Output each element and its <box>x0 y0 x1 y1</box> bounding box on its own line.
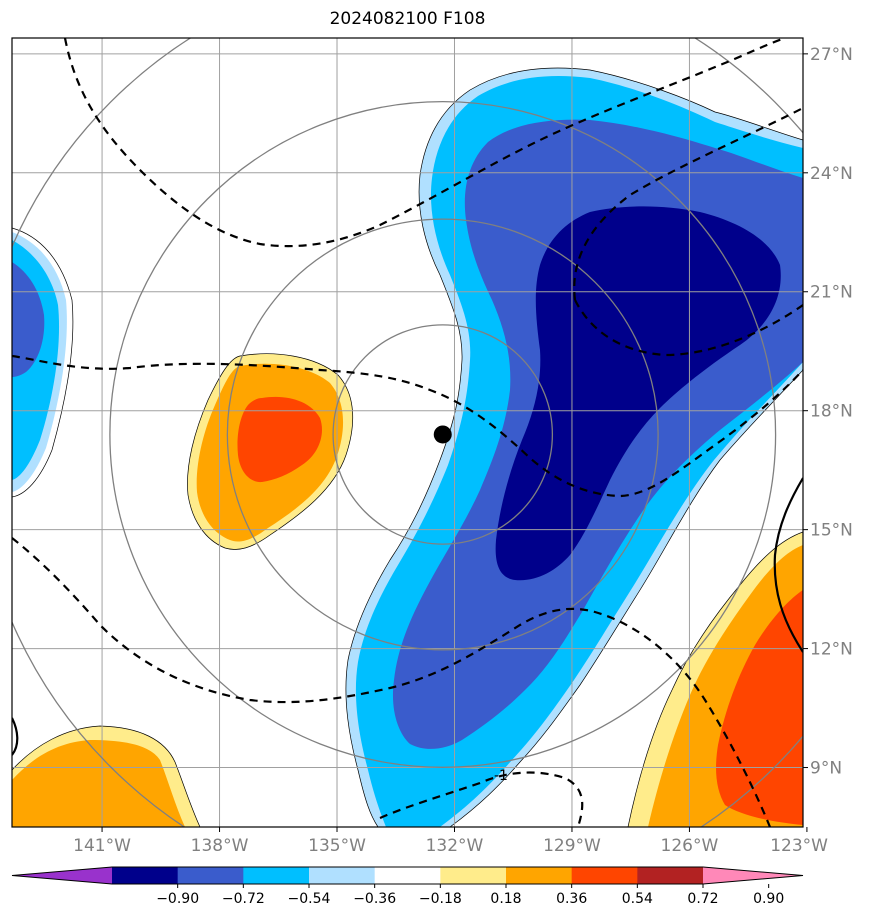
colorbar-segment <box>112 867 179 884</box>
lat-tick-label: 15°N <box>810 521 853 541</box>
lat-tick-label: 18°N <box>810 402 853 422</box>
lon-tick-label: 141°W <box>73 836 131 856</box>
colorbar-tick-label: −0.54 <box>288 891 331 907</box>
lon-tick-label: 129°W <box>543 836 601 856</box>
colorbar-tick-label: 0.72 <box>687 891 718 907</box>
lat-tick-label: 12°N <box>810 640 853 660</box>
lon-tick-label: 135°W <box>308 836 366 856</box>
colorbar-tick-label: −0.18 <box>419 891 462 907</box>
colorbar-segment <box>374 867 441 884</box>
lon-tick-label: 126°W <box>661 836 719 856</box>
colorbar-tick-label: 0.18 <box>490 891 521 907</box>
lat-tick-label: 27°N <box>810 45 853 65</box>
lat-tick-label: 9°N <box>810 759 842 779</box>
solid-contours <box>12 477 803 756</box>
lat-tick-label: 24°N <box>810 164 853 184</box>
colorbar-segment <box>506 867 573 884</box>
range-ring <box>332 324 554 545</box>
colorbar-tick-label: −0.72 <box>222 891 265 907</box>
colorbar-tick-label: −0.90 <box>156 891 199 907</box>
range-ring <box>109 100 777 768</box>
colorbar-tick-label: −0.36 <box>353 891 396 907</box>
map-title: 2024082100 F108 <box>329 9 486 29</box>
colorbar-segment <box>177 867 244 884</box>
storm-center-marker <box>433 425 452 444</box>
colorbar-segment <box>637 867 704 884</box>
range-rings <box>12 38 803 827</box>
colorbar-segment <box>571 867 638 884</box>
colorbar: −0.90 −0.72 −0.54 −0.36 −0.18 0.18 0.36 0.54 0.7… <box>11 866 804 907</box>
colorbar-extend-low <box>12 867 112 884</box>
lat-tick-label: 21°N <box>810 283 853 303</box>
anomaly-positive-west-center <box>187 353 354 550</box>
dashed-contours <box>12 38 803 827</box>
lon-tick-label: 123°W <box>770 836 828 856</box>
colorbar-segment <box>309 867 376 884</box>
colorbar-tick-label: 0.54 <box>622 891 653 907</box>
contour-label: -1 <box>494 768 508 784</box>
anomaly-negative-main <box>345 67 803 827</box>
lon-tick-label: 132°W <box>426 836 484 856</box>
colorbar-segment <box>243 867 310 884</box>
colorbar-segment <box>440 867 507 884</box>
map-frame <box>11 37 804 828</box>
map-plot-area: -1 <box>12 38 803 827</box>
anomaly-positive-southwest <box>12 725 201 827</box>
colorbar-outline <box>11 866 804 885</box>
colorbar-tick-label: 0.36 <box>556 891 587 907</box>
longitude-labels: 141°W 138°W 135°W 132°W 129°W 126°W 123°W <box>73 827 828 856</box>
range-ring <box>226 218 659 651</box>
colorbar-tick-label: 0.90 <box>753 891 784 907</box>
lon-tick-label: 138°W <box>191 836 249 856</box>
latitude-labels: 27°N 24°N 21°N 18°N 15°N 12°N 9°N <box>803 45 853 779</box>
colorbar-extend-high <box>703 867 803 884</box>
